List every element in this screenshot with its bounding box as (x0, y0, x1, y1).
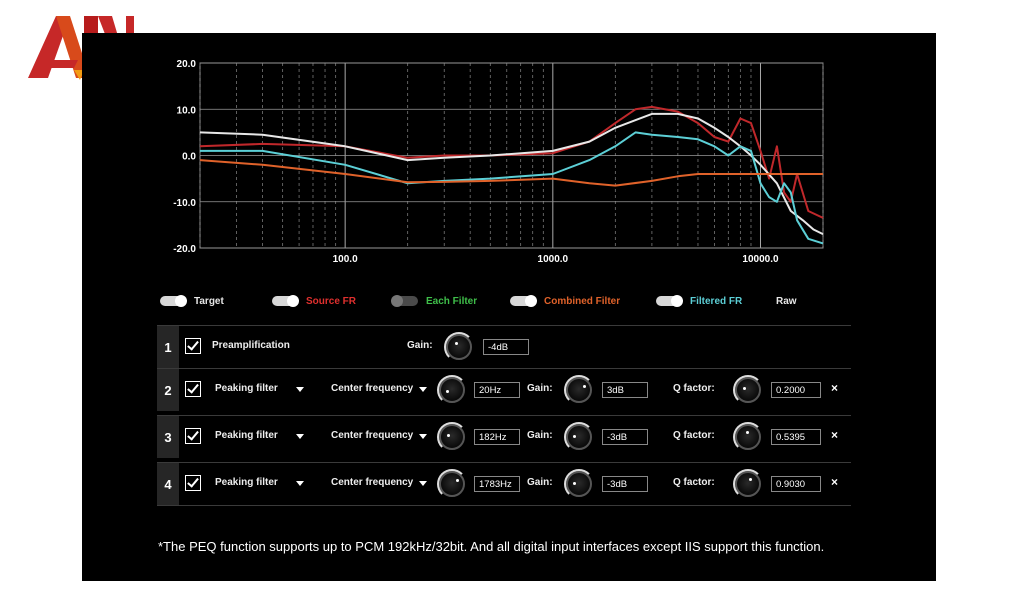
legend-label-filtered-fr: Filtered FR (690, 295, 743, 307)
frequency-response-chart: 20.0 10.0 0.0 -10.0 -20.0 100.0 1000.0 10000.0 (173, 59, 824, 263)
row-number: 4 (157, 463, 179, 505)
center-frequency-label: Center frequency (331, 477, 414, 488)
series-line-target (199, 112, 824, 236)
q-factor-knob[interactable] (733, 422, 763, 452)
center-frequency-label: Center frequency (331, 430, 414, 441)
enable-checkbox[interactable] (185, 428, 201, 444)
gain-label: Gain: (527, 477, 553, 488)
filter-row-1: 1 Preamplification Gain: -4dB (157, 325, 851, 368)
row-number: 1 (157, 326, 179, 368)
row-number: 3 (157, 416, 179, 458)
y-tick-label: -10.0 (173, 198, 196, 209)
legend-label-combined-filter: Combined Filter (544, 295, 621, 307)
chevron-down-icon[interactable] (296, 481, 304, 486)
filter-type-dropdown[interactable]: Peaking filter (215, 383, 278, 394)
chevron-down-icon[interactable] (419, 434, 427, 439)
filter-row-2: 2 Peaking filter Center frequency 20Hz G… (157, 368, 851, 411)
toggle-source-fr[interactable] (272, 295, 299, 307)
frequency-knob[interactable] (437, 469, 467, 499)
filter-type-dropdown[interactable]: Peaking filter (215, 430, 278, 441)
gain-input[interactable]: -3dB (602, 429, 648, 445)
gain-input[interactable]: 3dB (602, 382, 648, 398)
legend-combined-filter[interactable]: Combined Filter (510, 291, 620, 311)
q-factor-knob[interactable] (733, 375, 763, 405)
toggle-filtered-fr[interactable] (656, 295, 683, 307)
toggle-target[interactable] (160, 295, 187, 307)
legend-filtered-fr[interactable]: Filtered FR (656, 291, 742, 311)
q-factor-label: Q factor: (673, 383, 715, 394)
legend: Target Source FR Each Filter Combined Fi… (160, 291, 860, 311)
y-tick-label: 10.0 (177, 105, 197, 116)
x-tick-label: 100.0 (333, 254, 358, 263)
chevron-down-icon[interactable] (296, 434, 304, 439)
filter-row-3: 3 Peaking filter Center frequency 182Hz … (157, 415, 851, 458)
q-factor-label: Q factor: (673, 430, 715, 441)
legend-label-each-filter: Each Filter (426, 295, 478, 307)
q-factor-input[interactable]: 0.5395 (771, 429, 821, 445)
chevron-down-icon[interactable] (419, 387, 427, 392)
legend-target[interactable]: Target (160, 291, 224, 311)
frequency-knob[interactable] (437, 375, 467, 405)
gain-input[interactable]: -4dB (483, 339, 529, 355)
q-factor-label: Q factor: (673, 477, 715, 488)
remove-filter-button[interactable]: × (831, 475, 839, 489)
gain-label: Gain: (407, 340, 433, 351)
x-tick-label: 10000.0 (742, 254, 779, 263)
legend-label-target: Target (194, 295, 224, 307)
chevron-down-icon[interactable] (296, 387, 304, 392)
gain-label: Gain: (527, 430, 553, 441)
remove-filter-button[interactable]: × (831, 428, 839, 442)
legend-label-raw: Raw (776, 295, 797, 307)
x-tick-label: 1000.0 (538, 254, 569, 263)
y-tick-label: -20.0 (173, 244, 196, 255)
q-factor-knob[interactable] (733, 469, 763, 499)
y-tick-label: 20.0 (177, 59, 197, 70)
legend-source-fr[interactable]: Source FR (272, 291, 356, 311)
y-tick-label: 0.0 (182, 152, 196, 163)
gain-knob[interactable] (564, 469, 594, 499)
filter-type-label: Preamplification (212, 340, 290, 351)
series-line-filtered-fr (200, 131, 824, 245)
gain-knob[interactable] (564, 422, 594, 452)
center-frequency-label: Center frequency (331, 383, 414, 394)
frequency-input[interactable]: 20Hz (474, 382, 520, 398)
enable-checkbox[interactable] (185, 381, 201, 397)
q-factor-input[interactable]: 0.9030 (771, 476, 821, 492)
enable-checkbox[interactable] (185, 338, 201, 354)
filter-type-dropdown[interactable]: Peaking filter (215, 477, 278, 488)
gain-input[interactable]: -3dB (602, 476, 648, 492)
q-factor-input[interactable]: 0.2000 (771, 382, 821, 398)
enable-checkbox[interactable] (185, 475, 201, 491)
frequency-knob[interactable] (437, 422, 467, 452)
frequency-input[interactable]: 182Hz (474, 429, 520, 445)
gain-knob[interactable] (444, 332, 474, 362)
frequency-input[interactable]: 1783Hz (474, 476, 520, 492)
gain-label: Gain: (527, 383, 553, 394)
toggle-combined-filter[interactable] (510, 295, 537, 307)
remove-filter-button[interactable]: × (831, 381, 839, 395)
chevron-down-icon[interactable] (419, 481, 427, 486)
row-number: 2 (157, 369, 179, 411)
legend-label-source-fr: Source FR (306, 295, 357, 307)
legend-each-filter[interactable]: Each Filter (391, 291, 478, 311)
gain-knob[interactable] (564, 375, 594, 405)
filter-row-4: 4 Peaking filter Center frequency 1783Hz… (157, 462, 851, 506)
peq-panel: 20.0 10.0 0.0 -10.0 -20.0 100.0 1000.0 10000.0 … (82, 33, 936, 581)
series-line-combined-filter (199, 159, 823, 187)
footnote: *The PEQ function supports up to PCM 192… (158, 539, 825, 554)
series-line-source-fr (199, 105, 824, 219)
toggle-each-filter[interactable] (391, 295, 418, 307)
legend-raw[interactable]: Raw (776, 291, 797, 311)
